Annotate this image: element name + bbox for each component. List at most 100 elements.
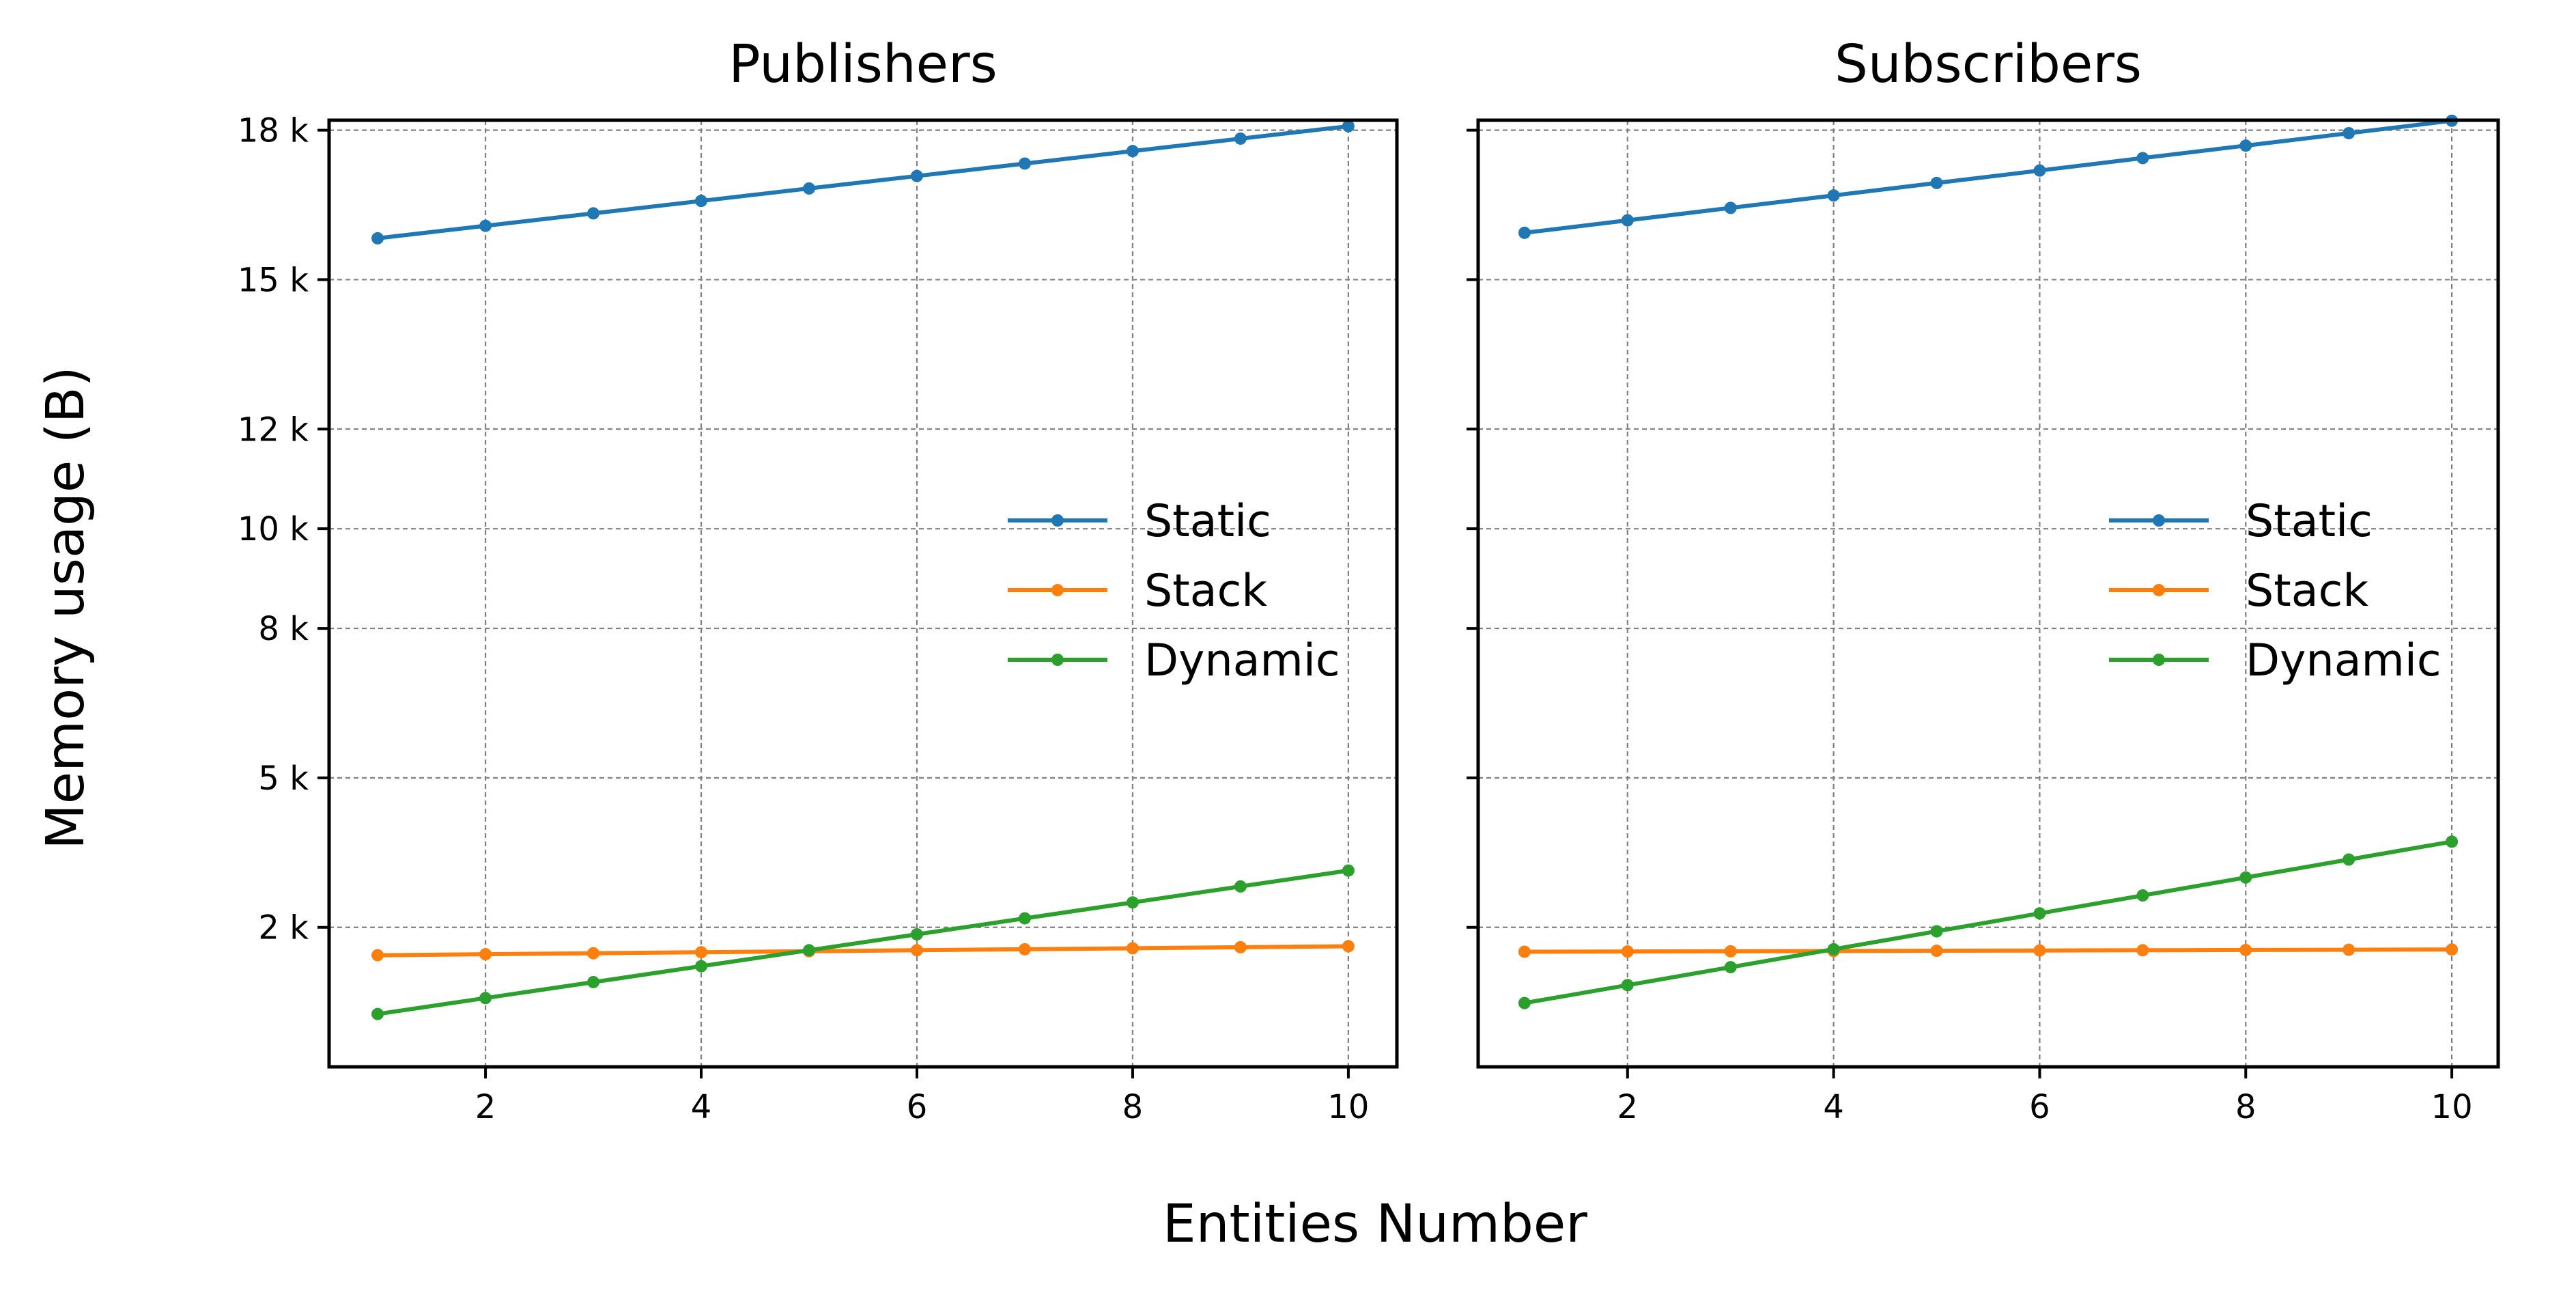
legend-marker-static	[1051, 514, 1064, 527]
data-point-stack	[2136, 944, 2149, 957]
data-point-dynamic	[2343, 853, 2355, 866]
legend-label-static: Static	[1144, 496, 1271, 547]
data-point-static	[803, 182, 816, 195]
data-point-stack	[1621, 945, 1634, 958]
x-tick-label: 6	[907, 1088, 928, 1126]
data-point-stack	[2446, 943, 2459, 956]
data-point-static	[479, 219, 492, 232]
data-point-stack	[1342, 940, 1355, 953]
y-tick-label: 5 k	[258, 759, 309, 798]
data-point-stack	[1126, 942, 1139, 955]
panel-title: Subscribers	[1835, 34, 2142, 95]
x-tick-label: 10	[2431, 1088, 2473, 1126]
data-point-dynamic	[695, 960, 708, 973]
data-point-dynamic	[2033, 907, 2046, 920]
data-point-static	[1018, 157, 1031, 170]
data-point-dynamic	[1342, 864, 1355, 877]
legend-label-dynamic: Dynamic	[1144, 635, 1340, 686]
series-line-dynamic	[1522, 839, 2454, 1005]
legend-label-static: Static	[2246, 496, 2373, 547]
data-point-dynamic	[1827, 943, 1840, 956]
data-point-dynamic	[803, 944, 816, 957]
data-point-dynamic	[1234, 880, 1247, 893]
data-point-dynamic	[1126, 896, 1139, 909]
data-point-static	[1930, 176, 1943, 189]
data-point-stack	[2239, 943, 2252, 956]
series-line-stack	[376, 944, 1350, 958]
data-point-dynamic	[2446, 835, 2459, 848]
y-tick-label: 15 k	[238, 261, 309, 299]
data-point-stack	[2343, 943, 2355, 956]
data-point-dynamic	[1621, 979, 1634, 992]
x-tick-label: 6	[2029, 1088, 2050, 1126]
data-point-static	[587, 207, 600, 220]
legend-marker-dynamic	[2153, 654, 2165, 666]
y-tick-label: 10 k	[238, 510, 309, 548]
data-point-dynamic	[1724, 961, 1737, 974]
x-tick-label: 4	[691, 1088, 712, 1126]
data-point-static	[1518, 226, 1531, 239]
data-point-dynamic	[2239, 871, 2252, 884]
data-point-stack	[479, 948, 492, 961]
data-point-static	[1621, 214, 1634, 227]
data-point-static	[2239, 139, 2252, 152]
data-point-static	[1724, 201, 1737, 214]
x-tick-label: 10	[1327, 1088, 1369, 1126]
data-point-stack	[371, 949, 384, 962]
plot-frame	[327, 118, 1399, 1069]
data-point-static	[695, 195, 708, 208]
data-point-static	[1234, 132, 1247, 145]
y-tick-label: 12 k	[238, 410, 309, 449]
data-point-stack	[1234, 940, 1247, 953]
x-tick-label: 8	[2235, 1088, 2256, 1126]
data-point-static	[1126, 145, 1139, 158]
legend-marker-stack	[1051, 584, 1064, 596]
data-point-stack	[587, 947, 600, 960]
data-point-dynamic	[1018, 912, 1031, 925]
plot-frame	[1476, 118, 2500, 1069]
data-point-dynamic	[587, 975, 600, 988]
data-point-stack	[910, 944, 923, 957]
data-point-dynamic	[910, 928, 923, 940]
series-line-static	[376, 124, 1350, 240]
legend-marker-stack	[2153, 584, 2165, 596]
legend-label-stack: Stack	[1144, 566, 1267, 617]
y-axis-label: Memory usage (B)	[36, 366, 96, 849]
data-point-static	[2033, 164, 2046, 177]
y-tick-label: 8 k	[258, 610, 309, 648]
series-line-dynamic	[376, 868, 1350, 1016]
x-tick-label: 2	[1617, 1088, 1639, 1126]
chart-panels: 2 4 6 8 10 2 k 5 k 8 k 10 k 12 k 15 k 18 k Publisher…	[238, 34, 2500, 1126]
data-point-dynamic	[479, 992, 492, 1005]
x-tick-label: 2	[475, 1088, 496, 1126]
x-tick-label: 8	[1122, 1088, 1144, 1126]
legend: Static Stack Dynamic	[1008, 496, 1340, 686]
data-point-stack	[1930, 945, 1943, 958]
data-point-static	[1827, 189, 1840, 202]
data-point-static	[1342, 120, 1355, 133]
data-point-stack	[1518, 945, 1531, 958]
data-point-stack	[2033, 944, 2046, 957]
series-line-stack	[1522, 947, 2454, 954]
data-point-dynamic	[1518, 996, 1531, 1009]
x-axis-label: Entities Number	[1163, 1194, 1587, 1255]
data-point-stack	[695, 946, 708, 959]
data-point-dynamic	[2136, 889, 2149, 902]
data-point-dynamic	[1930, 925, 1943, 938]
data-point-static	[910, 169, 923, 182]
data-point-dynamic	[371, 1007, 384, 1020]
data-point-static	[2136, 152, 2149, 165]
y-tick-label: 2 k	[258, 909, 309, 947]
legend-label-dynamic: Dynamic	[2246, 635, 2441, 686]
data-point-stack	[1724, 945, 1737, 958]
data-point-static	[371, 232, 384, 245]
y-tick-label: 18 k	[238, 112, 309, 150]
chart-panel-publishers: 2 4 6 8 10 2 k 5 k 8 k 10 k 12 k 15 k 18 k Publisher…	[238, 34, 1399, 1126]
data-point-static	[2343, 126, 2355, 139]
chart-panel-subscribers: 2 4 6 8 10 Subscribers Static Stack Dynamic	[1467, 34, 2500, 1126]
data-point-stack	[1018, 943, 1031, 956]
series-line-static	[1522, 118, 2454, 235]
legend: Static Stack Dynamic	[2109, 496, 2441, 686]
legend-marker-static	[2153, 514, 2165, 527]
